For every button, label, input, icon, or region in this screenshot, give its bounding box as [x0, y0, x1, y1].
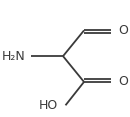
- Text: O: O: [119, 24, 128, 37]
- Text: O: O: [119, 75, 128, 88]
- Text: H₂N: H₂N: [2, 50, 26, 63]
- Text: HO: HO: [39, 99, 58, 112]
